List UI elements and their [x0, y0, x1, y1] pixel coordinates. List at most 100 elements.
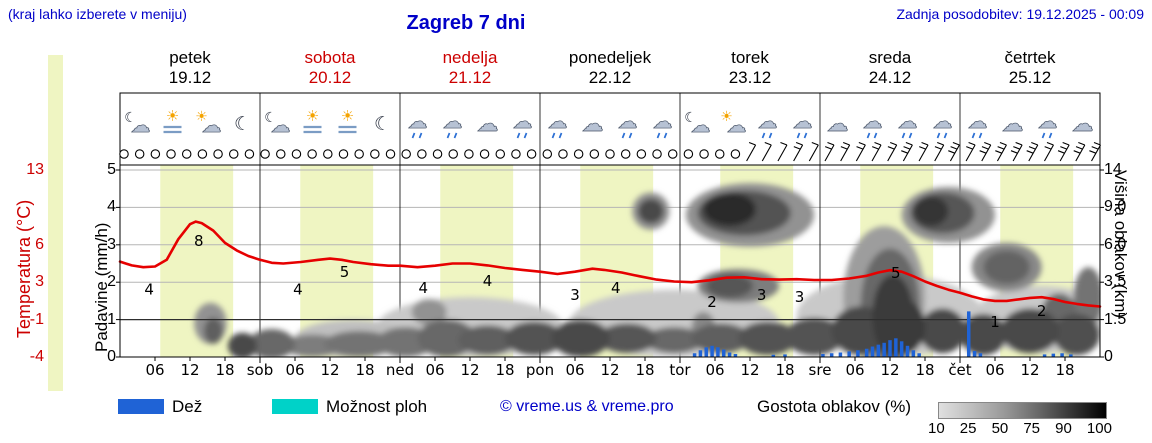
svg-text:☁: ☁ — [618, 109, 638, 133]
cloud-tick-0: 0 — [1104, 348, 1113, 365]
svg-text:2: 2 — [707, 293, 717, 311]
svg-text:4: 4 — [144, 281, 154, 299]
x-axis-labels: 06 12 18 sob 06 12 18 ned 06 12 18 pon 06 12 18 tor 06 12… — [145, 357, 1075, 379]
weather-icon-drizzle: ☁ — [512, 109, 533, 139]
svg-text:☁: ☁ — [727, 113, 747, 137]
svg-text:☁: ☁ — [408, 109, 428, 133]
temperature-color-strip — [48, 55, 63, 391]
temperature-value-labels: 4 8 4 5 4 4 3 4 2 3 3 5 1 2 — [144, 232, 1046, 331]
temp-tick-6: 6 — [35, 235, 44, 253]
svg-text:12: 12 — [180, 361, 199, 379]
svg-text:☁: ☁ — [1072, 112, 1094, 137]
svg-text:4: 4 — [293, 281, 303, 299]
svg-text:8: 8 — [194, 232, 204, 250]
svg-text:18: 18 — [215, 361, 234, 379]
weather-icon-drizzle: ☁ — [652, 109, 673, 139]
day-date: 25.12 — [1008, 68, 1052, 87]
day-date: 24.12 — [868, 68, 912, 87]
svg-text:5: 5 — [891, 264, 901, 282]
svg-text:☁: ☁ — [793, 109, 813, 133]
day-header-sobota: sobota 20.12 — [260, 48, 400, 88]
svg-text:☁: ☁ — [863, 109, 883, 133]
svg-text:☁: ☁ — [691, 113, 711, 137]
svg-text:☁: ☁ — [271, 113, 291, 137]
page-title: Zagreb 7 dni — [406, 12, 526, 34]
svg-text:☀: ☀ — [720, 109, 733, 125]
day-name: sreda — [868, 48, 912, 67]
last-updated: Zadnja posodobitev: 19.12.2025 - 00:09 — [896, 6, 1144, 22]
precip-tick-0: 0 — [107, 348, 116, 365]
svg-text:☁: ☁ — [758, 109, 778, 133]
temperature-line — [118, 220, 1102, 308]
svg-text:ned: ned — [386, 361, 414, 379]
svg-text:☁: ☁ — [548, 109, 568, 133]
svg-text:☁: ☁ — [202, 113, 222, 137]
cloud-tick-14: 14 — [1104, 161, 1122, 178]
svg-text:06: 06 — [285, 361, 304, 379]
weather-icon-drizzle: ☁ — [547, 109, 568, 139]
scale-label-10: 10 — [928, 420, 945, 437]
day-name: četrtek — [1004, 48, 1056, 67]
svg-text:☾: ☾ — [264, 110, 277, 126]
weather-icon-moon-cloud: ☾☁ — [264, 110, 291, 137]
weather-icon-drizzle: ☁ — [407, 109, 428, 139]
copyright-link[interactable]: © vreme.us & vreme.pro — [500, 398, 674, 415]
cloud-tick-1.5: 1.5 — [1104, 310, 1127, 328]
day-date: 23.12 — [728, 68, 772, 87]
svg-text:4: 4 — [611, 279, 621, 297]
svg-text:12: 12 — [460, 361, 479, 379]
svg-text:12: 12 — [320, 361, 339, 379]
svg-text:☁: ☁ — [477, 112, 499, 137]
precip-tick-1: 1 — [107, 310, 116, 328]
svg-text:☁: ☁ — [1002, 112, 1024, 137]
weather-icon-drizzle: ☁ — [617, 109, 638, 139]
showers-legend-swatch — [272, 399, 318, 414]
temp-tick-13: 13 — [26, 161, 44, 178]
svg-text:☁: ☁ — [653, 109, 673, 133]
svg-text:4: 4 — [419, 279, 429, 297]
weather-icon-drizzle: ☁ — [792, 109, 813, 139]
cloud-tick-9.0: 9.0 — [1104, 198, 1127, 216]
svg-text:sre: sre — [809, 361, 832, 379]
svg-text:18: 18 — [635, 361, 654, 379]
weather-icon-drizzle: ☁ — [442, 109, 463, 139]
svg-text:tor: tor — [669, 361, 691, 379]
cloud-tick-6.0: 6.0 — [1104, 235, 1127, 253]
precip-tick-2: 2 — [107, 273, 116, 291]
svg-text:12: 12 — [740, 361, 759, 379]
svg-text:☾: ☾ — [234, 113, 251, 135]
scale-label-90: 90 — [1055, 420, 1072, 437]
day-header-nedelja: nedelja 21.12 — [400, 48, 540, 88]
svg-text:1: 1 — [990, 313, 1000, 331]
precip-tick-3: 3 — [107, 235, 116, 253]
svg-text:12: 12 — [880, 361, 899, 379]
svg-text:5: 5 — [340, 263, 350, 281]
weather-icon-cloud: ☁ — [1071, 112, 1094, 138]
svg-text:06: 06 — [425, 361, 444, 379]
location-hint: (kraj lahko izberete v meniju) — [8, 6, 187, 22]
svg-text:06: 06 — [565, 361, 584, 379]
weather-icon-cloud: ☁ — [476, 112, 499, 138]
day-name: nedelja — [442, 48, 498, 67]
rain-bars — [692, 311, 1073, 357]
weather-icon-cloud: ☁ — [1001, 112, 1024, 138]
weather-icon-moon: ☾ — [374, 113, 391, 135]
svg-text:čet: čet — [948, 361, 971, 379]
day-name: torek — [731, 48, 769, 67]
svg-text:18: 18 — [915, 361, 934, 379]
weather-icon-sun-fog: ☀ — [338, 107, 357, 134]
svg-text:3: 3 — [757, 286, 767, 304]
cloud-density-scale-bar — [938, 402, 1107, 419]
svg-text:06: 06 — [145, 361, 164, 379]
weather-icon-drizzle: ☁ — [967, 109, 988, 139]
temp-tick--1: -1 — [29, 310, 44, 328]
weather-icon-drizzle: ☁ — [757, 109, 778, 139]
svg-text:☾: ☾ — [374, 113, 391, 135]
svg-text:☁: ☁ — [968, 109, 988, 133]
svg-text:18: 18 — [355, 361, 374, 379]
weather-icon-moon: ☾ — [234, 113, 251, 135]
svg-text:☁: ☁ — [582, 112, 604, 137]
weather-icon-moon-cloud: ☾☁ — [684, 110, 711, 137]
